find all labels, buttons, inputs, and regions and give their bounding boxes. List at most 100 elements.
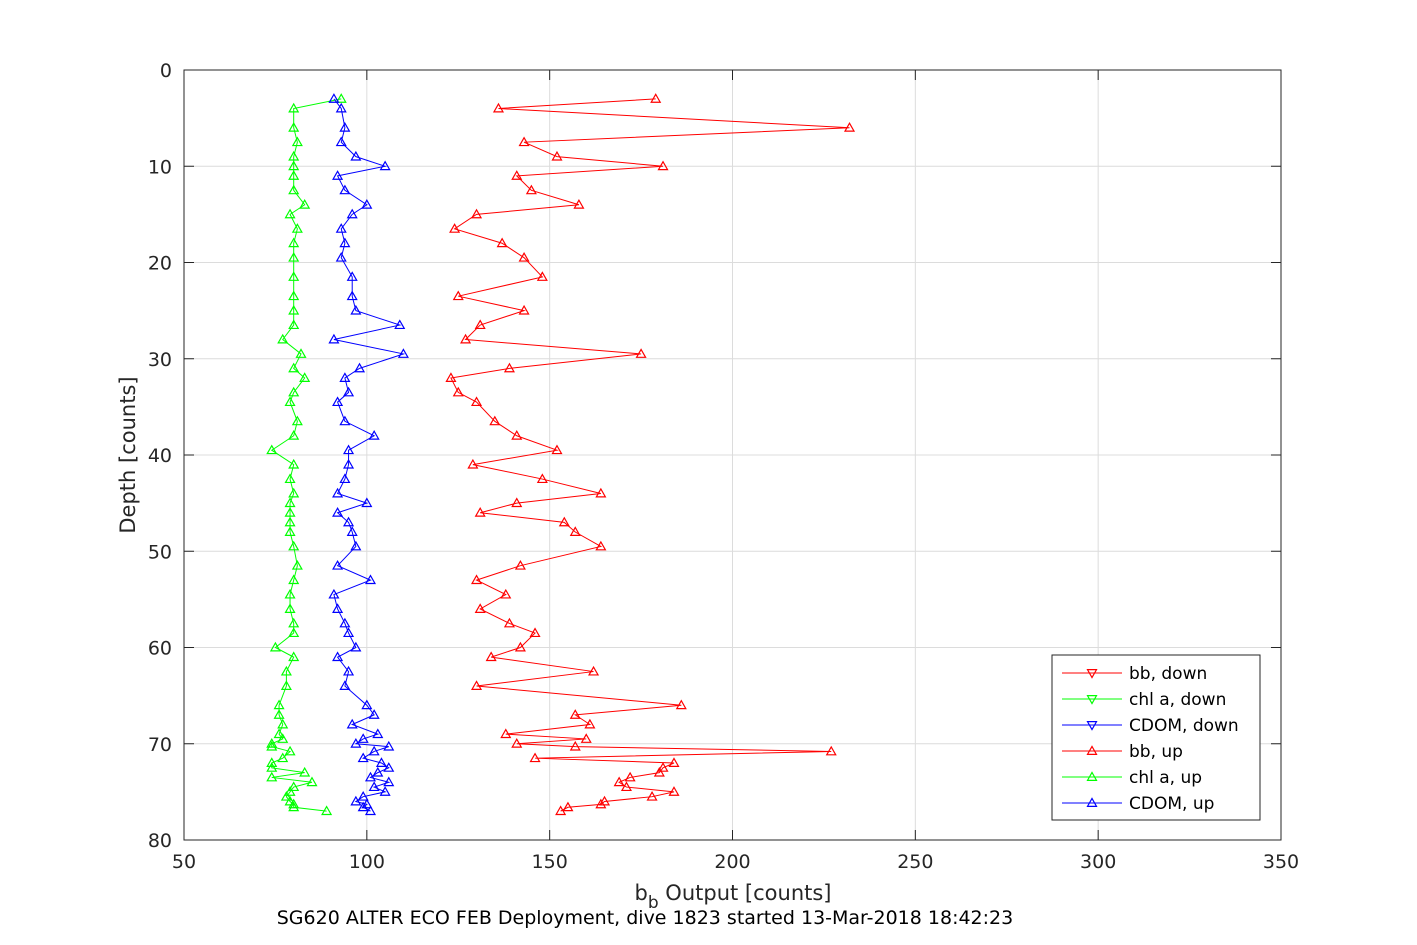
data-point-bb-up — [470, 208, 483, 219]
legend-marker — [1086, 695, 1098, 705]
data-point-bb-up — [646, 790, 658, 801]
data-point-cdom-up — [394, 319, 406, 330]
legend-label: chl a, down — [1129, 690, 1226, 710]
data-point-chl-a-up — [288, 122, 300, 132]
axis-tick-marks — [183, 69, 1282, 841]
data-point-cdom-up — [350, 540, 362, 551]
data-point-chl-a-up — [284, 588, 296, 599]
data-point-chl-a-up — [284, 507, 296, 517]
data-point-chl-a-up — [288, 184, 300, 195]
data-point-cdom-up — [339, 122, 351, 132]
y-tick-label: 50 — [148, 541, 172, 563]
data-point-chl-a-up — [288, 781, 300, 792]
data-point-bb-up — [569, 526, 581, 536]
y-tick-label: 80 — [148, 830, 172, 852]
data-point-cdom-up — [335, 251, 347, 262]
data-point-chl-a-up — [277, 333, 289, 344]
data-point-cdom-up — [364, 805, 377, 816]
x-axis-label-rest: Output [counts] — [659, 881, 832, 905]
data-point-bb-up — [474, 507, 486, 517]
data-point-cdom-up — [368, 709, 380, 719]
data-point-cdom-up — [339, 473, 351, 484]
data-point-cdom-up — [332, 603, 344, 613]
data-point-bb-up — [555, 805, 567, 816]
data-point-bb-up — [668, 786, 680, 796]
data-point-cdom-up — [364, 574, 377, 585]
data-point-cdom-up — [353, 362, 366, 373]
data-point-bb-up — [467, 458, 479, 469]
data-point-chl-a-up — [284, 745, 296, 756]
data-point-cdom-up — [335, 223, 347, 233]
data-point-cdom-up — [372, 766, 384, 777]
data-point-chl-a-up — [280, 665, 292, 676]
legend-label: CDOM, down — [1129, 716, 1239, 736]
legend-entry-chl-a-up: chl a, up — [1062, 768, 1202, 788]
data-point-bb-up — [536, 473, 548, 484]
data-point-cdom-up — [332, 651, 344, 662]
data-point-bb-up — [551, 150, 563, 161]
data-point-chl-a-up — [284, 786, 296, 796]
data-point-bb-up — [595, 798, 607, 809]
data-point-cdom-up — [335, 136, 347, 147]
data-point-bb-up — [511, 430, 523, 440]
data-point-chl-a-up — [291, 415, 303, 426]
data-point-chl-a-up — [295, 348, 307, 358]
y-tick-label: 40 — [148, 445, 172, 467]
data-point-chl-a-up — [288, 102, 300, 113]
data-point-chl-a-up — [280, 790, 292, 801]
legend-entry-cdom-up: CDOM, up — [1062, 794, 1214, 814]
data-point-cdom-up — [332, 559, 344, 570]
data-point-bb-up — [843, 122, 856, 132]
data-point-bb-up — [650, 93, 662, 103]
data-point-bb-up — [635, 348, 647, 358]
x-axis-label-main: b — [634, 881, 647, 905]
data-point-chl-a-up — [266, 762, 278, 772]
data-point-chl-a-up — [288, 319, 300, 330]
data-point-bb-up — [485, 651, 497, 662]
data-point-bb-up — [489, 415, 501, 426]
series-line-chl-a-up — [270, 98, 342, 812]
y-tick-label: 60 — [148, 638, 172, 660]
x-tick-label: 200 — [714, 851, 750, 873]
data-point-chl-a-up — [288, 574, 300, 585]
data-point-bb-up — [595, 540, 607, 551]
data-point-cdom-up — [361, 699, 373, 710]
data-point-cdom-up — [368, 430, 380, 440]
data-point-chl-a-up — [273, 699, 285, 710]
data-point-cdom-up — [346, 718, 358, 729]
data-point-bb-up — [536, 271, 548, 281]
legend-entry-chl-a-down: chl a, down — [1062, 690, 1226, 710]
data-point-bb-up — [452, 290, 464, 301]
data-point-cdom-up — [343, 386, 355, 397]
data-point-bb-up — [598, 795, 611, 806]
data-point-cdom-up — [343, 516, 355, 527]
data-point-bb-up — [452, 386, 464, 397]
data-point-bb-up — [518, 251, 530, 262]
data-point-cdom-up — [357, 801, 369, 812]
data-point-chl-a-up — [284, 473, 296, 484]
data-point-chl-a-up — [273, 728, 285, 739]
data-point-cdom-up — [332, 396, 344, 407]
data-point-cdom-up — [368, 745, 380, 756]
x-tick-label: 250 — [897, 851, 933, 873]
y-axis-label: Depth [counts] — [116, 376, 140, 533]
data-point-cdom-up — [383, 762, 395, 772]
data-point-cdom-up — [364, 771, 377, 782]
data-point-cdom-up — [357, 790, 369, 801]
data-point-cdom-up — [343, 627, 355, 638]
y-tick-label: 0 — [160, 60, 172, 82]
data-point-cdom-up — [328, 588, 340, 599]
data-point-cdom-up — [343, 665, 355, 676]
data-point-cdom-up — [339, 680, 351, 690]
data-point-chl-a-up — [288, 627, 300, 638]
data-point-bb-up — [474, 319, 486, 330]
data-point-bb-up — [470, 396, 483, 407]
legend-entry-cdom-down: CDOM, down — [1062, 716, 1239, 736]
data-point-bb-up — [569, 709, 581, 719]
data-point-cdom-up — [339, 184, 351, 195]
data-point-bb-up — [496, 237, 508, 248]
x-tick-label: 100 — [349, 851, 385, 873]
legend-label: chl a, up — [1129, 768, 1202, 788]
data-point-cdom-up — [346, 290, 358, 301]
data-point-chl-a-up — [288, 540, 300, 551]
